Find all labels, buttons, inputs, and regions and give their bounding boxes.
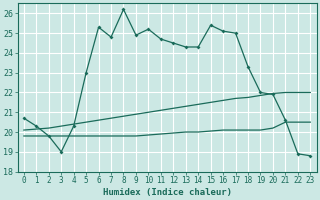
X-axis label: Humidex (Indice chaleur): Humidex (Indice chaleur) xyxy=(103,188,232,197)
